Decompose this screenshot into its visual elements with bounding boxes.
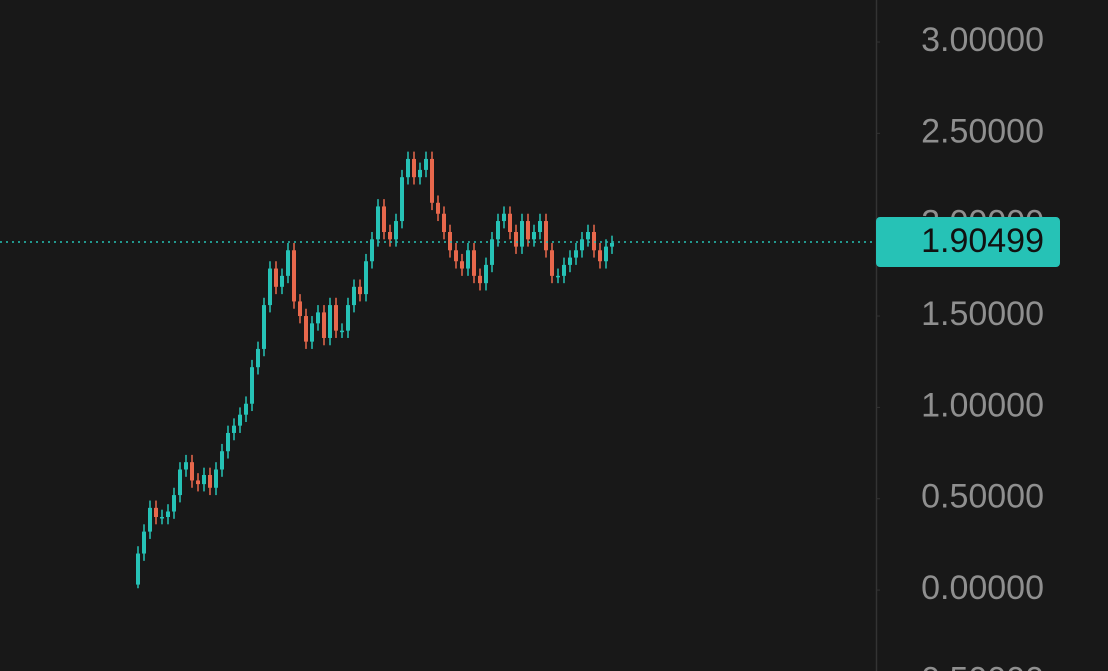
candle-body xyxy=(352,286,356,306)
candle-body xyxy=(184,462,188,470)
candle-body xyxy=(586,232,590,240)
candle-body xyxy=(298,301,302,317)
candle-body xyxy=(382,206,386,233)
candle-body xyxy=(178,469,182,496)
candle-body xyxy=(304,316,308,342)
candle-body xyxy=(310,323,314,342)
candle-body xyxy=(472,250,476,276)
candle-body xyxy=(274,268,278,287)
candle-body xyxy=(568,257,572,265)
candle-body xyxy=(370,239,374,262)
candle-body xyxy=(196,480,200,485)
candle-body xyxy=(502,213,506,222)
candle-body xyxy=(244,403,248,415)
candle-body xyxy=(610,242,614,247)
candle-body xyxy=(154,507,158,517)
candle-body xyxy=(448,232,452,251)
candle-body xyxy=(466,250,470,269)
y-tick-label: 2.50000 xyxy=(921,112,1044,150)
candle-body xyxy=(526,221,530,240)
candle-body xyxy=(136,553,140,585)
candle-body xyxy=(160,516,164,519)
candle-body xyxy=(496,221,500,240)
candle-body xyxy=(574,250,578,258)
candle-body xyxy=(172,495,176,512)
candle-body xyxy=(562,264,566,276)
candle-body xyxy=(430,158,434,203)
candle-body xyxy=(340,330,344,333)
candle-body xyxy=(238,414,242,426)
candle-body xyxy=(262,305,266,349)
y-tick-label: 0.00000 xyxy=(921,569,1044,607)
candle-body xyxy=(250,367,254,404)
candle-body xyxy=(424,158,428,170)
candle-body xyxy=(376,206,380,240)
candle-body xyxy=(544,221,548,251)
candle-body xyxy=(316,312,320,324)
candle-body xyxy=(148,507,152,532)
candle-body xyxy=(388,232,392,240)
candle-body xyxy=(358,286,362,295)
candle-body xyxy=(292,250,296,302)
y-tick-label: -0.50000 xyxy=(910,660,1044,671)
candle-body xyxy=(364,261,368,295)
candle-body xyxy=(598,250,602,262)
candle-body xyxy=(442,213,446,233)
candle-body xyxy=(334,305,338,331)
candle-body xyxy=(550,250,554,276)
candle-body xyxy=(214,469,218,488)
candle-body xyxy=(592,232,596,251)
candle-body xyxy=(460,261,464,269)
candle-body xyxy=(268,268,272,306)
y-tick-label: 3.00000 xyxy=(921,21,1044,59)
candle-body xyxy=(508,213,512,233)
candle-body xyxy=(604,246,608,262)
candle-body xyxy=(406,158,410,178)
candle-body xyxy=(280,275,284,287)
candle-body xyxy=(490,239,494,265)
candle-body xyxy=(166,511,170,517)
candle-body xyxy=(190,462,194,481)
last-price-label: 1.90499 xyxy=(921,222,1044,260)
y-tick-label: 1.00000 xyxy=(921,386,1044,424)
candle-body xyxy=(556,275,560,278)
candle-body xyxy=(412,158,416,178)
candle-body xyxy=(400,177,404,222)
candle-body xyxy=(532,232,536,240)
candle-body xyxy=(454,250,458,262)
candle-body xyxy=(232,425,236,433)
candle-body xyxy=(484,264,488,284)
candle-body xyxy=(538,221,542,233)
candle-body xyxy=(346,305,350,331)
candle-body xyxy=(520,221,524,247)
candle-body xyxy=(436,202,440,214)
last-price-tag xyxy=(876,217,1060,268)
candle-body xyxy=(226,432,230,452)
candle-body xyxy=(514,232,518,247)
candle-body xyxy=(580,239,584,251)
candle-body xyxy=(256,348,260,368)
candle-body xyxy=(328,305,332,338)
candle-body xyxy=(202,474,206,485)
candle-body xyxy=(208,474,212,488)
candle-body xyxy=(478,275,482,284)
candle-body xyxy=(394,221,398,240)
y-tick-label: 0.50000 xyxy=(921,478,1044,516)
candle-body xyxy=(322,312,326,338)
candle-body xyxy=(286,250,290,276)
candle-body xyxy=(220,451,224,470)
candle-body xyxy=(142,531,146,554)
y-tick-label: 1.50000 xyxy=(921,295,1044,333)
candle-body xyxy=(418,169,422,178)
